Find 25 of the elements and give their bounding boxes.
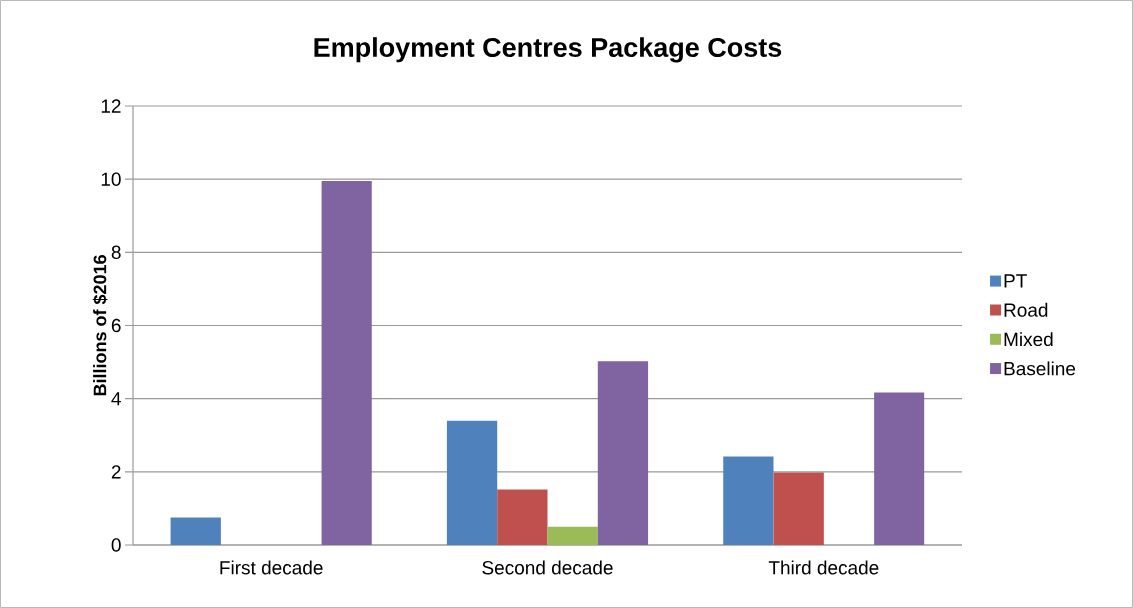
y-tick-label: 2 <box>111 465 121 479</box>
legend-label: Baseline <box>1004 361 1076 376</box>
legend-label: Mixed <box>1004 332 1053 347</box>
bar <box>446 420 498 545</box>
bar <box>874 392 925 545</box>
bar <box>170 517 221 545</box>
bar <box>597 361 649 545</box>
bar <box>497 489 548 545</box>
bar <box>773 472 824 545</box>
legend-label: Road <box>1004 302 1048 317</box>
x-tick-label: Second decade <box>482 560 613 575</box>
y-tick-label: 12 <box>101 99 121 113</box>
bar <box>547 526 598 545</box>
x-tick-label: Third decade <box>768 560 879 575</box>
y-tick-label: 0 <box>111 538 121 552</box>
y-tick-label: 8 <box>111 245 121 260</box>
bar <box>321 180 372 545</box>
y-axis-title: Billions of $2016 <box>92 255 108 396</box>
bar <box>723 456 774 545</box>
y-tick-label: 4 <box>111 392 121 406</box>
y-tick-label: 6 <box>111 318 121 333</box>
y-tick-label: 10 <box>101 172 121 186</box>
legend-label: PT <box>1004 274 1027 288</box>
x-tick-label: First decade <box>220 560 323 575</box>
chart-title: Employment Centres Package Costs <box>314 37 782 63</box>
